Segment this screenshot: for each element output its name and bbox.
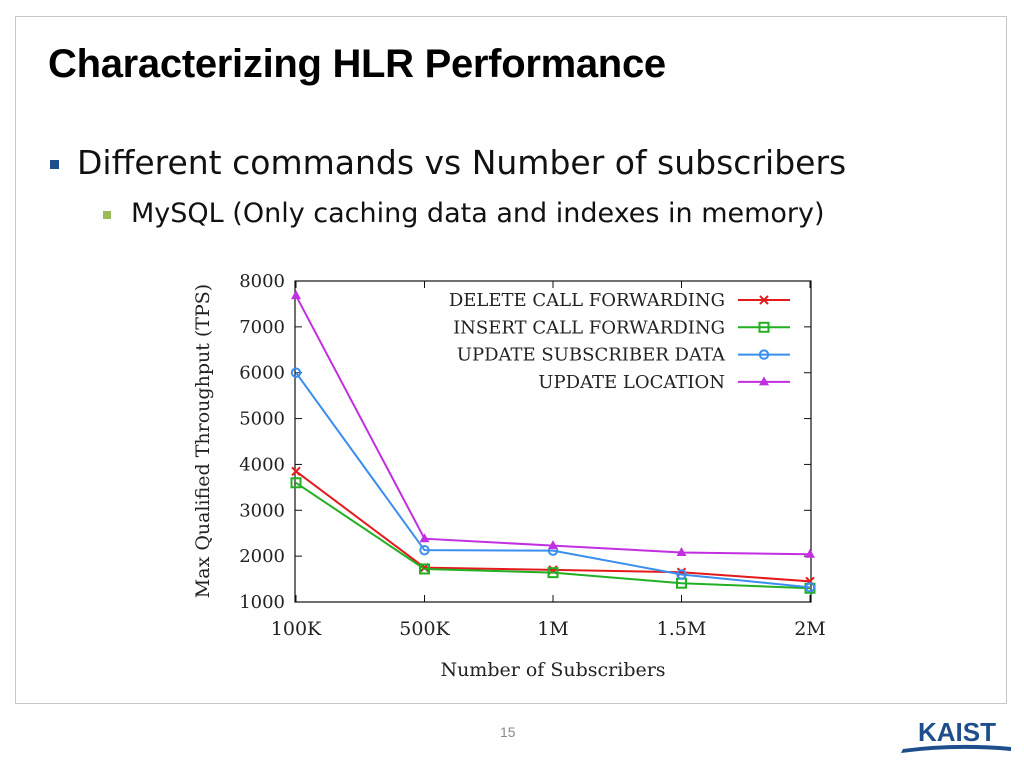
data-point-update-location bbox=[291, 290, 301, 300]
bullet-2-text: MySQL (Only caching data and indexes in … bbox=[131, 198, 825, 229]
data-point-update-subscriber-data bbox=[804, 582, 816, 593]
series-line-update-subscriber-data bbox=[295, 372, 811, 589]
data-point-delete-call-forwarding bbox=[291, 466, 301, 477]
legend-marker-update-location bbox=[759, 376, 769, 386]
series-layer bbox=[290, 290, 816, 594]
data-point-update-subscriber-data bbox=[290, 367, 302, 378]
x-tick-label: 500K bbox=[399, 618, 450, 640]
kaist-logo-mark: KAIST bbox=[901, 717, 1011, 753]
y-axis-label: Max Qualified Throughput (TPS) bbox=[192, 284, 214, 598]
page-number: 15 bbox=[500, 724, 516, 740]
y-axis: 1000 2000 3000 4000 5000 6000 7000 8000 bbox=[239, 271, 811, 613]
y-tick-label: 1000 bbox=[239, 592, 285, 613]
legend-marker-insert-call-forwarding bbox=[758, 321, 770, 333]
y-tick-label: 6000 bbox=[239, 363, 285, 384]
legend-label-delete-call-forwarding: DELETE CALL FORWARDING bbox=[449, 290, 725, 311]
y-tick-label: 5000 bbox=[239, 409, 285, 430]
square-bullet-icon bbox=[103, 210, 111, 219]
legend-marker-update-subscriber-data bbox=[758, 349, 770, 360]
series-line-delete-call-forwarding bbox=[295, 470, 811, 583]
kaist-logo: KAIST bbox=[895, 712, 1015, 760]
y-tick-label: 4000 bbox=[239, 454, 285, 475]
data-point-insert-call-forwarding bbox=[419, 563, 430, 575]
legend-label-update-subscriber-data: UPDATE SUBSCRIBER DATA bbox=[457, 345, 726, 366]
x-tick-label: 1.5M bbox=[657, 618, 707, 640]
x-tick-label: 100K bbox=[271, 618, 322, 640]
bullet-1-text: Different commands vs Number of subscrib… bbox=[77, 143, 847, 182]
data-point-update-location bbox=[419, 533, 430, 543]
data-point-insert-call-forwarding bbox=[547, 567, 559, 579]
square-bullet-icon bbox=[50, 160, 59, 169]
x-axis: 100K 500K 1M 1.5M 2M bbox=[271, 281, 826, 640]
logo-wordmark: KAIST bbox=[918, 717, 996, 747]
legend-marker-delete-call-forwarding bbox=[759, 295, 769, 305]
y-tick-label: 3000 bbox=[239, 500, 285, 521]
y-tick-label: 7000 bbox=[239, 317, 285, 338]
data-point-update-location bbox=[805, 548, 815, 558]
data-point-update-location bbox=[676, 546, 687, 556]
y-tick-label: 2000 bbox=[239, 546, 285, 567]
data-point-update-subscriber-data bbox=[676, 569, 687, 580]
data-point-insert-call-forwarding bbox=[290, 477, 302, 489]
logo-swoosh bbox=[901, 744, 1011, 753]
legend-label-update-location: UPDATE LOCATION bbox=[538, 372, 725, 393]
bullet-level-1: Different commands vs Number of subscrib… bbox=[50, 143, 846, 182]
data-point-update-subscriber-data bbox=[419, 544, 430, 556]
x-tick-label: 1M bbox=[537, 618, 569, 640]
bullet-level-2: MySQL (Only caching data and indexes in … bbox=[103, 198, 825, 229]
slide-title: Characterizing HLR Performance bbox=[48, 42, 666, 86]
series-line-insert-call-forwarding bbox=[295, 481, 811, 590]
y-tick-label: 8000 bbox=[239, 271, 285, 292]
legend-label-insert-call-forwarding: INSERT CALL FORWARDING bbox=[453, 317, 725, 338]
x-tick-label: 2M bbox=[794, 618, 826, 640]
legend: DELETE CALL FORWARDING INSERT CALL FORWAR… bbox=[449, 290, 790, 393]
data-point-update-location bbox=[548, 540, 558, 550]
x-axis-label: Number of Subscribers bbox=[440, 659, 665, 681]
slide-frame bbox=[15, 16, 1007, 704]
